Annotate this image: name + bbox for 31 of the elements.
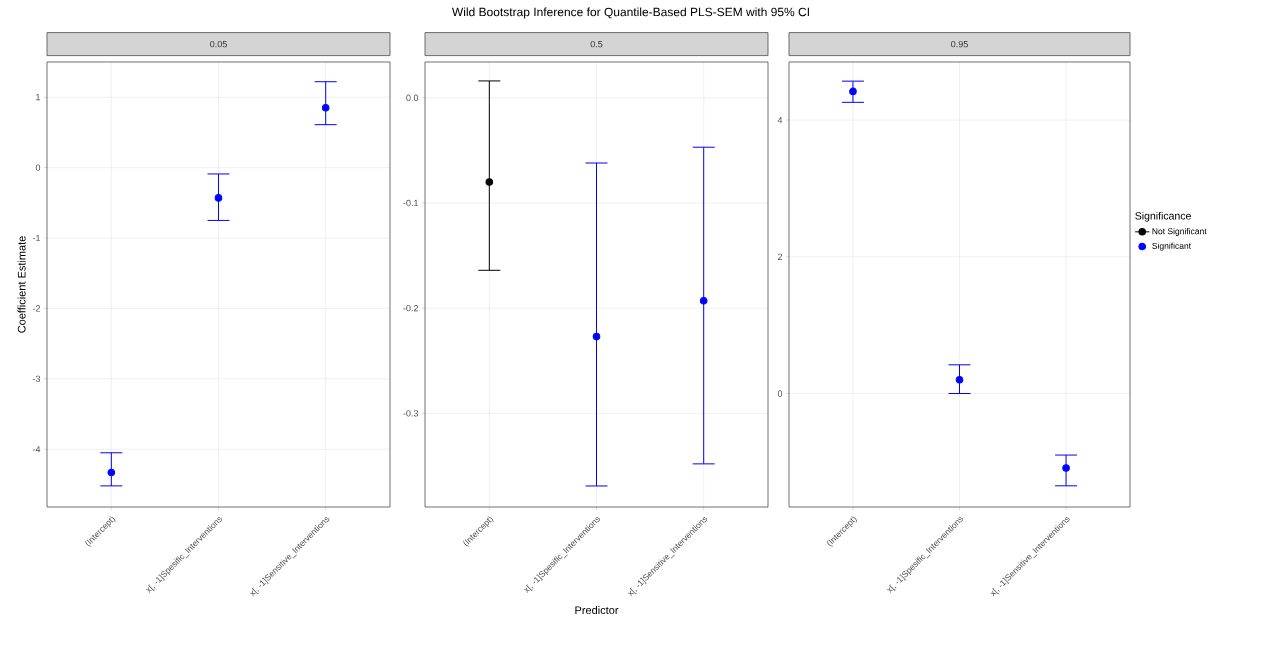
y-tick-label: 0 (777, 390, 783, 397)
y-tick-label: -1 (32, 234, 41, 242)
point (699, 297, 708, 305)
point (592, 332, 601, 341)
y-tick-label: -4 (32, 446, 41, 453)
point (849, 87, 857, 96)
y-axis-title: Coefficient Estimate (17, 236, 26, 333)
y-tick-label: -0.1 (403, 199, 419, 207)
chart-title: 0.95 (951, 40, 968, 48)
y-tick-label: -0.3 (403, 410, 419, 417)
legend-title: Significance (1135, 211, 1191, 222)
legend-label: Significant (1152, 242, 1191, 251)
y-tick-label: 0.0 (406, 94, 419, 101)
y-tick-label: 4 (777, 117, 783, 124)
point (321, 103, 330, 112)
point (955, 376, 964, 384)
chart-title: 0.5 (590, 40, 603, 48)
point (1062, 464, 1070, 472)
y-tick-label: -3 (32, 375, 41, 383)
text: Wild Bootstrap Inference for Quantile-Based PLS-SEM with 95% CI (451, 7, 809, 19)
point (214, 194, 223, 202)
y-tick-label: 0 (35, 164, 41, 171)
y-tick-label: 1 (36, 94, 41, 101)
chart-title: 0.05 (210, 40, 227, 48)
y-tick-label: -2 (32, 305, 41, 312)
legend-label: Not Significant (1152, 227, 1207, 236)
point (485, 178, 494, 186)
y-tick-label: 2 (777, 253, 783, 260)
x-axis-title: Predictor (575, 606, 619, 615)
point (107, 468, 116, 477)
y-tick-label: -0.2 (403, 304, 419, 312)
